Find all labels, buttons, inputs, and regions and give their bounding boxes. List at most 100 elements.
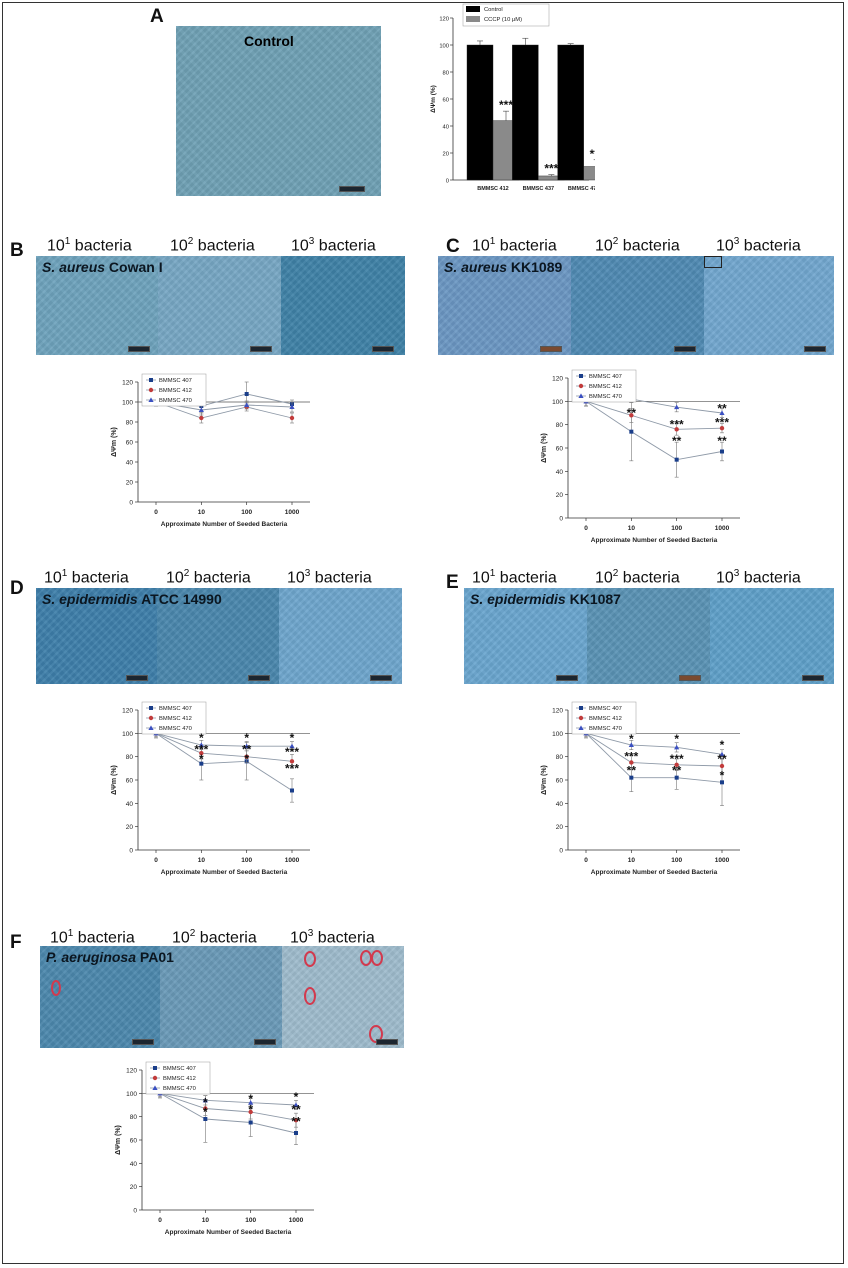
data-point	[629, 413, 634, 418]
significance-marker: **	[242, 743, 252, 757]
red-circle-icon	[360, 950, 372, 966]
significance-marker: **	[717, 434, 727, 448]
data-point	[148, 397, 154, 402]
legend-entry: BMMSC 412	[589, 716, 622, 722]
scale-bar	[804, 346, 826, 352]
y-tick-label: 120	[126, 1068, 137, 1075]
data-point	[198, 742, 204, 747]
legend-swatch	[466, 6, 480, 12]
x-tick-label: 10	[198, 509, 206, 516]
bacteria-label-10-3: 103 bacteria	[716, 568, 801, 587]
significance-marker: *	[203, 1096, 208, 1110]
data-point	[198, 407, 204, 412]
bacteria-label-10-2: 102 bacteria	[172, 928, 257, 947]
chart-panel-e: 0 20 40 60 80 100 120 0 10 100 1000 Approximate Num…	[541, 701, 740, 876]
x-tick-label: 100	[245, 1217, 256, 1224]
legend-entry: BMMSC 407	[589, 706, 622, 712]
scale-bar	[339, 186, 365, 192]
data-point	[289, 415, 295, 421]
y-tick-label: 80	[126, 754, 134, 761]
x-tick-label: 1000	[715, 857, 730, 864]
significance-marker: **	[672, 764, 682, 778]
legend-entry: BMMSC 470	[159, 398, 192, 404]
data-point	[148, 715, 154, 721]
x-tick-label: 0	[584, 857, 588, 864]
data-point	[248, 1109, 253, 1115]
y-tick-label: 80	[556, 754, 564, 761]
significance-marker: **	[627, 406, 637, 420]
significance-marker: ***	[624, 750, 638, 764]
y-axis-label: ΔΨm (%)	[541, 765, 548, 795]
organism-title-e: S. epidermidis KK1087	[470, 591, 621, 607]
significance-marker: ***	[590, 147, 595, 161]
data-point	[578, 383, 584, 389]
y-axis-label: ΔΨm (%)	[111, 765, 118, 795]
y-tick-label: 100	[552, 399, 563, 406]
bacteria-label-10-1: 101 bacteria	[44, 568, 129, 587]
data-point	[289, 404, 295, 409]
significance-marker: *	[244, 752, 249, 766]
y-axis-label: ΔΨm (%)	[115, 1125, 122, 1155]
organism-title-b: S. aureus Cowan I	[42, 259, 163, 275]
series-line	[585, 732, 723, 755]
x-tick-label: 0	[584, 525, 588, 532]
y-axis-label: ΔΨm (%)	[541, 433, 548, 463]
significance-marker: ***	[499, 98, 513, 112]
scale-bar	[250, 346, 272, 352]
series-line	[155, 401, 293, 419]
bacteria-label-10-3: 103 bacteria	[290, 928, 375, 947]
x-axis-label: Approximate Number of Seeded Bacteria	[161, 521, 288, 528]
bacteria-label-10-2: 102 bacteria	[170, 236, 255, 255]
data-point	[719, 751, 725, 757]
bacteria-label-10-3: 103 bacteria	[287, 568, 372, 587]
y-tick-label: 0	[446, 178, 449, 184]
y-tick-label: 40	[556, 469, 564, 476]
significance-marker: ***	[670, 752, 684, 766]
bacteria-label-10-3: 103 bacteria	[291, 236, 376, 255]
x-tick-label: 1000	[285, 509, 300, 516]
data-point	[629, 760, 634, 765]
series-line	[155, 732, 293, 791]
legend-entry: BMMSC 412	[163, 1076, 196, 1082]
x-tick-label: 1000	[285, 857, 300, 864]
bacteria-label-10-1: 101 bacteria	[472, 236, 557, 255]
x-axis-label: Approximate Number of Seeded Bacteria	[161, 869, 288, 876]
scale-bar	[254, 1039, 276, 1045]
legend-entry: BMMSC 407	[159, 378, 192, 384]
x-tick-label: 1000	[715, 525, 730, 532]
data-point	[203, 1106, 208, 1111]
x-tick-label: BMMSC 470	[568, 186, 595, 192]
data-point	[199, 761, 204, 766]
significance-marker: ***	[285, 761, 299, 775]
legend-entry: BMMSC 470	[163, 1086, 196, 1092]
series-line	[585, 400, 723, 461]
data-point	[628, 742, 634, 747]
chart-panel-f: 0 20 40 60 80 100 120 0 10 100 1000 Approximate Num…	[115, 1061, 314, 1236]
significance-marker: **	[717, 752, 727, 766]
micrograph-strip-b: S. aureus Cowan I	[36, 256, 405, 355]
data-point	[244, 392, 249, 396]
data-point	[248, 1120, 253, 1125]
panel-label-f: F	[10, 932, 22, 953]
legend-entry: BMMSC 470	[589, 726, 622, 732]
x-tick-label: 0	[154, 857, 158, 864]
y-tick-label: 60	[443, 97, 449, 103]
series-line	[585, 733, 723, 783]
data-point	[289, 743, 295, 749]
legend-entry: BMMSC 412	[589, 384, 622, 390]
x-axis-label: Approximate Number of Seeded Bacteria	[165, 1229, 292, 1236]
x-tick-label: 0	[154, 509, 158, 516]
legend-entry: CCCP (10 μM)	[484, 17, 522, 23]
data-point	[674, 457, 679, 462]
y-tick-label: 20	[126, 480, 134, 487]
significance-marker: ***	[715, 415, 729, 429]
legend-entry: BMMSC 412	[159, 388, 192, 394]
y-axis-label: ΔΨm (%)	[430, 85, 437, 113]
legend-entry: BMMSC 407	[163, 1066, 196, 1072]
scale-bar	[679, 675, 701, 681]
data-point	[293, 1102, 299, 1107]
red-circle-annotations	[51, 950, 383, 1043]
y-tick-label: 20	[130, 1184, 138, 1191]
inset-box	[704, 256, 722, 268]
